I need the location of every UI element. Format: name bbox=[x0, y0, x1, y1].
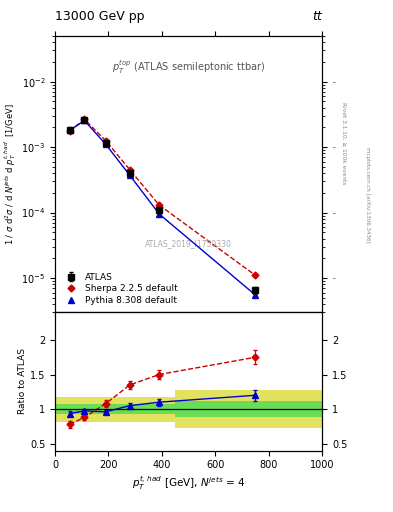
Sherpa 2.2.5 default bbox=[103, 138, 108, 144]
X-axis label: $p_T^{t,\,had}$ [GeV], $N^{jets}$ = 4: $p_T^{t,\,had}$ [GeV], $N^{jets}$ = 4 bbox=[132, 475, 246, 492]
Sherpa 2.2.5 default bbox=[253, 272, 258, 279]
Pythia 8.308 default bbox=[67, 127, 72, 134]
Pythia 8.308 default bbox=[253, 292, 258, 298]
Line: Pythia 8.308 default: Pythia 8.308 default bbox=[67, 118, 258, 298]
Pythia 8.308 default bbox=[127, 173, 132, 179]
Sherpa 2.2.5 default bbox=[127, 167, 132, 173]
Text: ATLAS_2019_I1750330: ATLAS_2019_I1750330 bbox=[145, 239, 232, 248]
Line: Sherpa 2.2.5 default: Sherpa 2.2.5 default bbox=[67, 117, 258, 278]
Pythia 8.308 default bbox=[157, 211, 162, 217]
Sherpa 2.2.5 default bbox=[67, 128, 72, 134]
Text: mcplots.cern.ch [arXiv:1306.3436]: mcplots.cern.ch [arXiv:1306.3436] bbox=[365, 147, 370, 242]
Pythia 8.308 default bbox=[82, 117, 87, 123]
Sherpa 2.2.5 default bbox=[82, 116, 87, 122]
Text: $p_T^{top}$ (ATLAS semileptonic ttbar): $p_T^{top}$ (ATLAS semileptonic ttbar) bbox=[112, 58, 265, 76]
Text: 13000 GeV pp: 13000 GeV pp bbox=[55, 10, 145, 23]
Legend: ATLAS, Sherpa 2.2.5 default, Pythia 8.308 default: ATLAS, Sherpa 2.2.5 default, Pythia 8.30… bbox=[59, 270, 180, 308]
Sherpa 2.2.5 default bbox=[157, 202, 162, 208]
Y-axis label: 1 / $\sigma$ d$^2\sigma$ / d $N^{jets}$ d $p_T^{t,had}$  [1/GeV]: 1 / $\sigma$ d$^2\sigma$ / d $N^{jets}$ … bbox=[3, 103, 18, 245]
Text: Rivet 3.1.10, ≥ 100k events: Rivet 3.1.10, ≥ 100k events bbox=[342, 102, 346, 185]
Y-axis label: Ratio to ATLAS: Ratio to ATLAS bbox=[18, 349, 27, 414]
Pythia 8.308 default bbox=[103, 141, 108, 147]
Text: tt: tt bbox=[312, 10, 322, 23]
